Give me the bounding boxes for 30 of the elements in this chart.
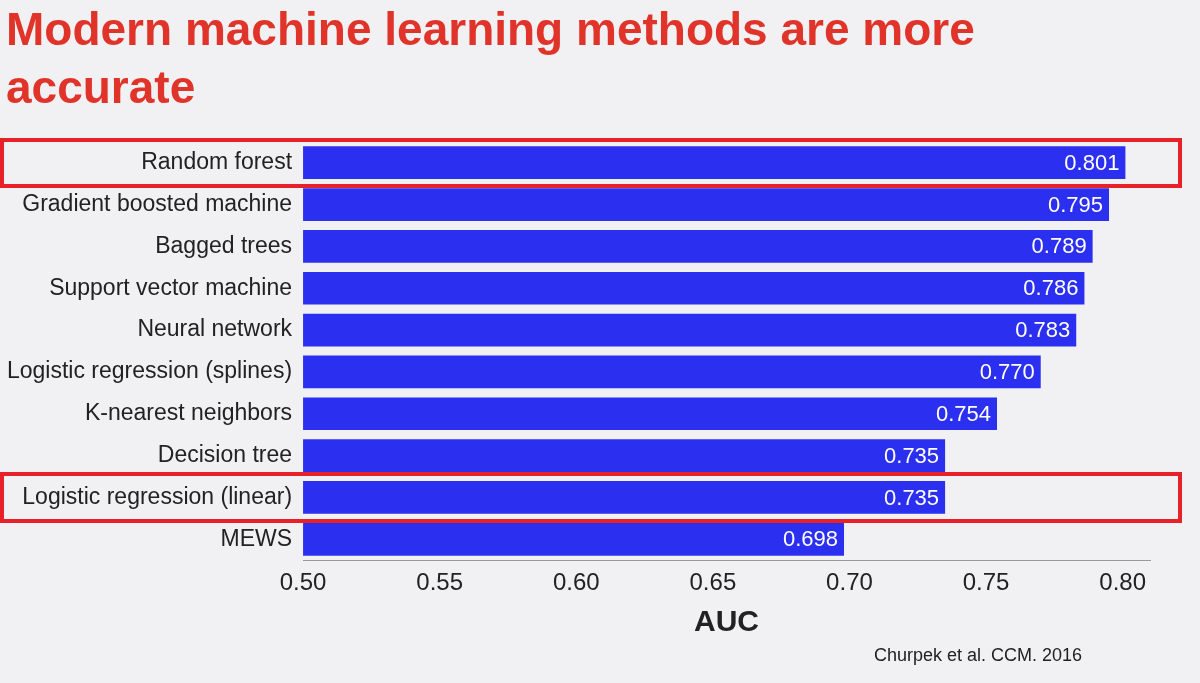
data-label: 0.770 — [979, 358, 1035, 384]
data-label: 0.795 — [1047, 191, 1104, 217]
x-tick-label: 0.65 — [689, 568, 737, 596]
data-label: 0.786 — [1023, 275, 1079, 301]
x-tick-label: 0.75 — [962, 568, 1010, 596]
y-tick-label: K-nearest neighbors — [84, 399, 293, 426]
y-tick-label: Logistic regression (linear) — [22, 482, 293, 509]
y-tick-label: Bagged trees — [155, 231, 293, 258]
data-label: 0.735 — [884, 442, 940, 468]
data-label: 0.801 — [1064, 149, 1120, 175]
y-tick-label: Random forest — [141, 148, 293, 175]
x-tick-label: 0.70 — [826, 568, 873, 596]
y-tick-label: Support vector machine — [49, 273, 293, 300]
y-tick-label: MEWS — [220, 524, 293, 551]
y-tick-label: Neural network — [137, 315, 293, 342]
x-tick-label: 0.50 — [279, 568, 327, 596]
x-axis-title: AUC — [694, 604, 760, 638]
y-tick-label: Logistic regression (splines) — [6, 357, 293, 384]
text: Churpek et al. CCM. 2016 — [873, 645, 1082, 666]
data-label: 0.783 — [1015, 317, 1071, 343]
data-label: 0.735 — [884, 484, 940, 510]
y-tick-label: Decision tree — [157, 440, 293, 467]
data-label: 0.789 — [1031, 233, 1087, 259]
x-tick-label: 0.80 — [1099, 568, 1147, 596]
x-tick-label: 0.60 — [552, 568, 600, 596]
y-tick-label: Gradient boosted machine — [22, 189, 293, 216]
data-label: 0.698 — [782, 526, 839, 552]
x-tick-label: 0.55 — [416, 568, 464, 596]
chart-title: Modern machine learning methods are more accurate — [6, 2, 976, 115]
data-label: 0.754 — [935, 400, 991, 426]
